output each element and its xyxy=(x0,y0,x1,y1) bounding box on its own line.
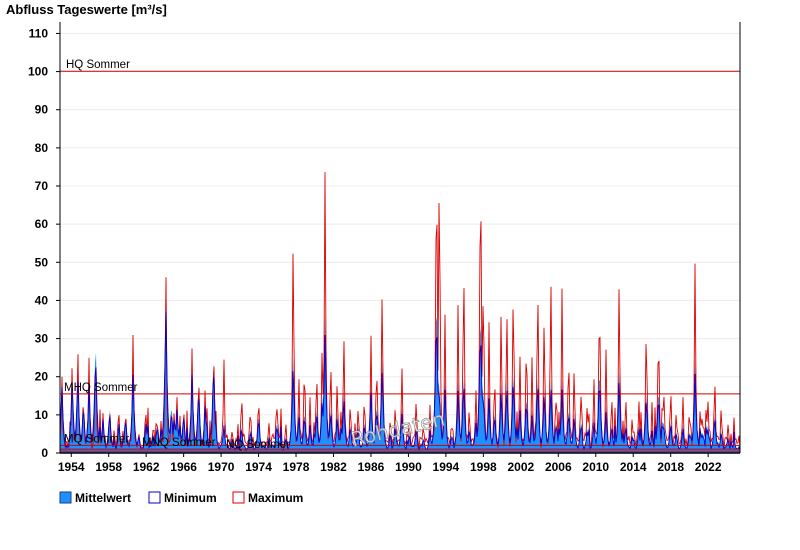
x-tick-label-2002: 2002 xyxy=(507,460,534,474)
x-tick-label-2018: 2018 xyxy=(657,460,684,474)
y-tick-label-110: 110 xyxy=(29,26,49,40)
y-tick-label-70: 70 xyxy=(35,179,49,193)
y-tick-label-20: 20 xyxy=(35,370,49,384)
x-tick-label-1998: 1998 xyxy=(470,460,497,474)
x-tick-label-1962: 1962 xyxy=(133,460,160,474)
nq-sommer-label: NQ Sommer xyxy=(226,439,290,451)
x-tick-label-1994: 1994 xyxy=(433,460,460,474)
mnq-sommer-label: MNQ Sommer xyxy=(142,437,216,449)
maximum-line xyxy=(59,172,741,451)
y-tick-label-100: 100 xyxy=(28,65,48,79)
x-tick-label-1974: 1974 xyxy=(245,460,272,474)
legend-swatch-minimum xyxy=(148,491,161,504)
y-tick-label-90: 90 xyxy=(35,103,49,117)
x-tick-label-1986: 1986 xyxy=(358,460,385,474)
legend-swatch-maximum xyxy=(232,491,245,504)
legend-label-minimum: Minimum xyxy=(164,491,217,505)
hq-sommer-label: HQ Sommer xyxy=(66,59,130,71)
chart-title: Abfluss Tageswerte [m³/s] xyxy=(6,2,167,17)
mhq-sommer-label: MHQ Sommer xyxy=(64,382,138,394)
x-tick-label-2006: 2006 xyxy=(545,460,572,474)
legend-label-mittelwert: Mittelwert xyxy=(75,491,131,505)
legend-swatch-mittelwert xyxy=(59,491,72,504)
axes: 0 10 20 30 40 50 60 70 80 90 100 110 1954 1958 1962 196… xyxy=(28,22,741,474)
y-tick-label-0: 0 xyxy=(41,446,48,460)
x-tick-label-2022: 2022 xyxy=(695,460,722,474)
x-tick-label-1954: 1954 xyxy=(58,460,85,474)
plot-area xyxy=(59,172,741,453)
grid-lines xyxy=(60,32,740,416)
x-tick-label-1990: 1990 xyxy=(395,460,422,474)
x-tick-label-1966: 1966 xyxy=(170,460,197,474)
y-tick-label-50: 50 xyxy=(35,255,49,269)
minimum-line xyxy=(59,312,741,452)
y-tick-label-30: 30 xyxy=(35,332,49,346)
reference-lines: HQ Sommer MHQ Sommer MQ Sommer MNQ Sommer NQ… xyxy=(60,59,740,452)
x-tick-label-1970: 1970 xyxy=(208,460,235,474)
legend: Mittelwert Minimum Maximum xyxy=(59,491,303,505)
mq-sommer-label: MQ Sommer xyxy=(64,433,129,445)
y-tick-label-80: 80 xyxy=(35,141,49,155)
x-tick-label-1978: 1978 xyxy=(283,460,310,474)
x-tick-label-1958: 1958 xyxy=(95,460,122,474)
x-tick-label-2010: 2010 xyxy=(582,460,609,474)
y-tick-label-10: 10 xyxy=(35,408,49,422)
legend-label-maximum: Maximum xyxy=(248,491,303,505)
y-tick-label-60: 60 xyxy=(35,217,49,231)
x-tick-label-2014: 2014 xyxy=(620,460,647,474)
y-tick-label-40: 40 xyxy=(35,293,49,307)
x-tick-label-1982: 1982 xyxy=(320,460,347,474)
